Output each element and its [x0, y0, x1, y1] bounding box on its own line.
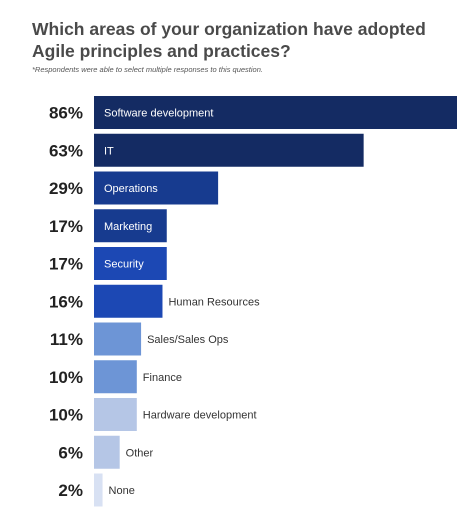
value-label: 17%	[49, 255, 83, 274]
bar	[94, 360, 137, 394]
bar	[94, 322, 142, 356]
value-label: 6%	[58, 443, 83, 462]
value-label: 2%	[58, 481, 83, 500]
bar	[94, 398, 137, 431]
bar-row: 10% Hardware development	[49, 398, 257, 431]
category-label: None	[109, 485, 135, 497]
bar	[94, 209, 167, 243]
value-label: 11%	[50, 330, 83, 349]
category-label: Operations	[104, 183, 158, 195]
value-label: 17%	[49, 217, 83, 236]
value-label: 16%	[49, 292, 83, 311]
bar-row: 17% Security	[49, 247, 167, 280]
chart-title: Which areas of your organization have ad…	[32, 19, 426, 61]
category-label: IT	[104, 145, 114, 157]
category-label: Security	[104, 259, 144, 271]
value-label: 10%	[49, 368, 83, 387]
category-label: Other	[126, 447, 154, 459]
bar	[94, 96, 457, 129]
value-label: 29%	[49, 179, 83, 198]
bar-row: 17% Marketing	[49, 209, 167, 243]
category-label: Finance	[143, 372, 182, 384]
category-label: Software development	[104, 108, 213, 120]
category-label: Human Resources	[168, 296, 260, 308]
bar	[94, 473, 103, 507]
value-label: 63%	[49, 141, 83, 160]
bar	[94, 435, 120, 469]
bar-row: 11% Sales/Sales Ops	[50, 322, 229, 356]
category-label: Sales/Sales Ops	[147, 334, 229, 346]
bar	[94, 247, 167, 280]
value-label: 86%	[49, 104, 83, 123]
bar-row: 16% Human Resources	[49, 284, 260, 318]
bar	[94, 133, 364, 167]
category-label: Hardware development	[143, 410, 257, 422]
bar-row: 86% Software development	[49, 96, 457, 129]
bar-row: 29% Operations	[49, 171, 219, 205]
bar	[94, 284, 163, 318]
bar-row: 2% None	[58, 473, 135, 507]
bar-row: 10% Finance	[49, 360, 182, 394]
chart-footnote: *Respondents were able to select multipl…	[32, 65, 263, 74]
value-label: 10%	[49, 406, 83, 425]
bar-row: 6% Other	[58, 435, 154, 469]
bar	[94, 171, 219, 205]
category-label: Marketing	[104, 221, 152, 233]
bar-row: 63% IT	[49, 133, 364, 167]
